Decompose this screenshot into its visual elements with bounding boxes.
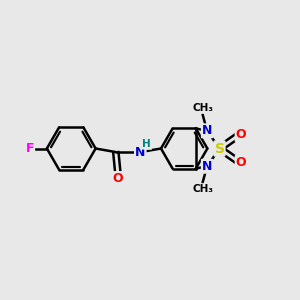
Text: N: N <box>135 146 146 159</box>
Text: N: N <box>202 160 212 173</box>
Text: O: O <box>236 156 246 169</box>
Text: O: O <box>112 172 123 185</box>
Text: H: H <box>142 139 151 149</box>
Text: CH₃: CH₃ <box>192 103 213 113</box>
Text: F: F <box>26 142 34 155</box>
Text: CH₃: CH₃ <box>192 184 213 194</box>
Text: H: H <box>142 139 151 149</box>
Text: N: N <box>202 124 212 137</box>
Text: N: N <box>135 146 146 159</box>
Text: S: S <box>214 142 224 155</box>
Text: O: O <box>236 128 246 141</box>
